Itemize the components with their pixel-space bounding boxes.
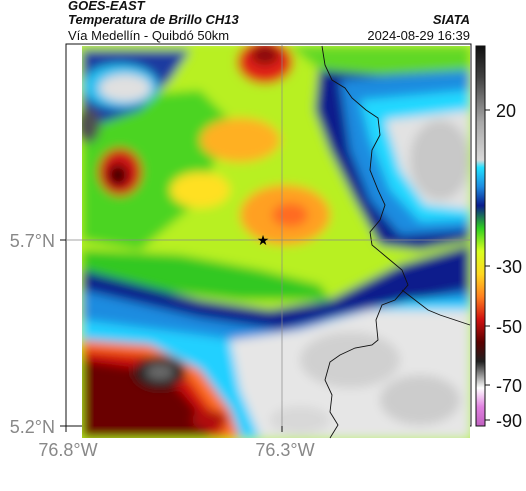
satellite-name: GOES-EAST xyxy=(68,0,145,13)
product-title: Temperatura de Brillo CH13 xyxy=(68,12,239,27)
colorbar: 20 -30 -50 -70 -90 xyxy=(475,45,522,431)
colorbar-tick-1: 20 xyxy=(496,101,516,121)
temperature-field xyxy=(82,46,470,438)
star-marker: ★ xyxy=(257,233,270,249)
lat-label-2: 5.2°N xyxy=(10,417,55,437)
lat-label-1: 5.7°N xyxy=(10,231,55,251)
datetime-label: 2024-08-29 16:39 xyxy=(367,28,470,43)
axis-ticks xyxy=(60,239,283,432)
graticule xyxy=(66,44,471,426)
colorbar-tick-3: -50 xyxy=(496,317,522,337)
colorbar-tick-4: -70 xyxy=(496,376,522,396)
country-borders xyxy=(321,45,471,439)
agency-label: SIATA xyxy=(432,12,470,27)
colorbar-tick-2: -30 xyxy=(496,257,522,277)
colorbar-tick-5: -90 xyxy=(496,411,522,431)
route-subtitle: Vía Medellín - Quibdó 50km xyxy=(68,28,230,43)
lon-label-2: 76.3°W xyxy=(255,440,314,460)
lon-label-1: 76.8°W xyxy=(38,440,97,460)
